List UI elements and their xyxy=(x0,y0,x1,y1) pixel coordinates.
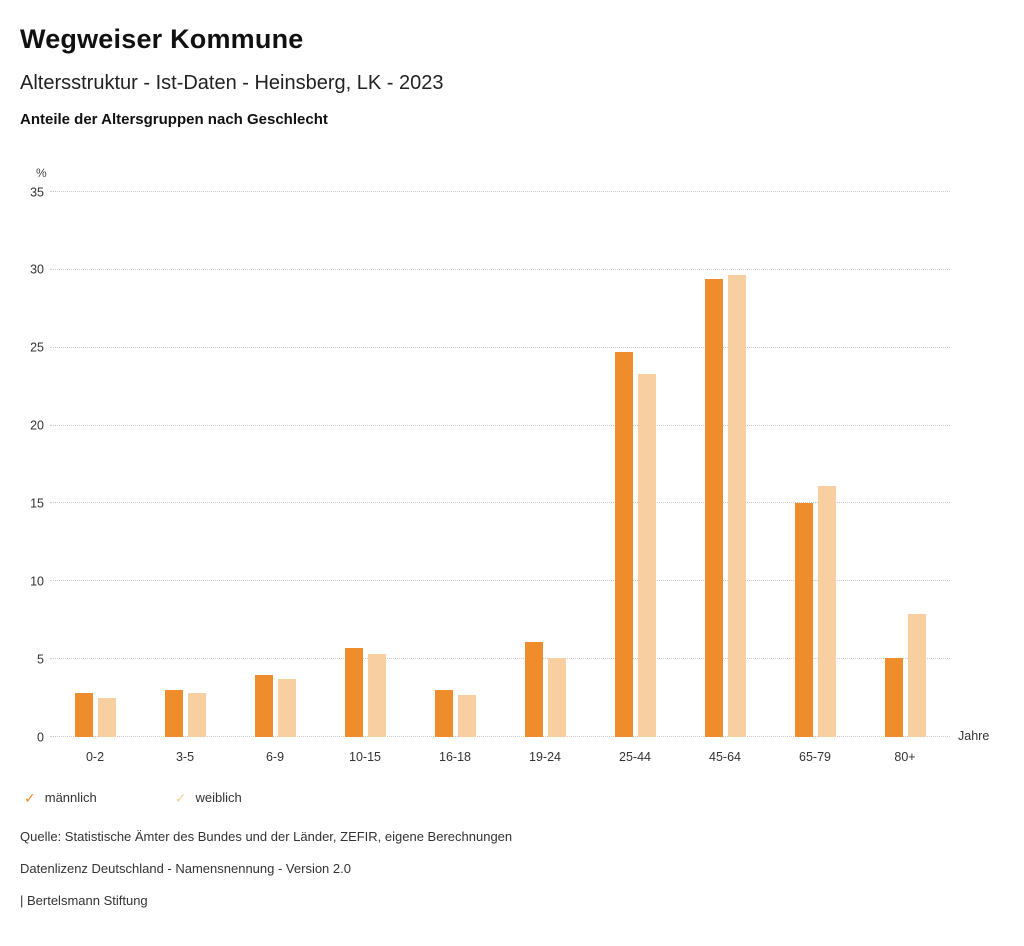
bar-group xyxy=(230,192,320,737)
gridline xyxy=(50,346,950,348)
x-tick-label: 10-15 xyxy=(349,750,381,764)
bar-weiblich xyxy=(817,486,836,737)
bar-weiblich xyxy=(727,274,746,737)
footer: Quelle: Statistische Ämter des Bundes un… xyxy=(20,829,1004,908)
bar-weiblich xyxy=(907,614,926,737)
chart-title: Altersstruktur - Ist-Daten - Heinsberg, … xyxy=(20,72,444,94)
gridline xyxy=(50,658,950,660)
y-tick-label: 30 xyxy=(30,262,44,277)
x-tick-label: 80+ xyxy=(894,750,916,764)
page-title: Wegweiser Kommune xyxy=(20,24,304,54)
bar-männlich xyxy=(74,693,93,737)
bar-group xyxy=(590,192,680,737)
bar-groups xyxy=(50,192,950,737)
bar-group xyxy=(410,192,500,737)
bar-group xyxy=(50,192,140,737)
check-icon: ✓ xyxy=(24,789,36,806)
bar-weiblich xyxy=(187,693,206,737)
x-tick-label: 65-79 xyxy=(799,750,831,764)
y-tick-label: 15 xyxy=(30,496,44,511)
bar-männlich xyxy=(884,657,903,737)
legend-item-weiblich[interactable]: ✓ weiblich xyxy=(175,790,242,805)
y-tick-label: 20 xyxy=(30,418,44,433)
y-tick-label: 10 xyxy=(30,574,44,589)
bar-männlich xyxy=(434,690,453,737)
legend-label: männlich xyxy=(44,790,97,805)
y-tick-label: 0 xyxy=(37,729,44,744)
gridline xyxy=(50,502,950,504)
gridline xyxy=(50,268,950,270)
attribution-line: | Bertelsmann Stiftung xyxy=(20,893,148,908)
x-tick-label: 19-24 xyxy=(529,750,561,764)
bar-männlich xyxy=(614,352,633,737)
bar-weiblich xyxy=(97,698,116,737)
page: Wegweiser Kommune Altersstruktur - Ist-D… xyxy=(20,24,1004,908)
bar-group xyxy=(680,192,770,737)
legend-label: weiblich xyxy=(195,790,242,805)
bar-group xyxy=(320,192,410,737)
legend-item-männlich[interactable]: ✓ männlich xyxy=(24,790,97,805)
x-axis-labels: 0-2 3-5 6-9 10-15 16-18 19-24 25-44 45-64 65-79 8… xyxy=(50,737,950,764)
bar-männlich xyxy=(164,690,183,737)
bar-männlich xyxy=(794,503,813,737)
bar-group xyxy=(140,192,230,737)
bar-männlich xyxy=(704,279,723,737)
gridline xyxy=(50,191,950,192)
source-line: Quelle: Statistische Ämter des Bundes un… xyxy=(20,829,513,844)
y-tick-label: 25 xyxy=(30,340,44,355)
gridline xyxy=(50,424,950,426)
gridline xyxy=(50,736,950,737)
bar-weiblich xyxy=(637,374,656,737)
bar-weiblich xyxy=(457,694,476,737)
bar-männlich xyxy=(524,642,543,737)
y-tick-label: 5 xyxy=(37,651,44,666)
gridline xyxy=(50,580,950,582)
x-tick-label: 45-64 xyxy=(709,750,741,764)
bar-weiblich xyxy=(547,657,566,737)
legend: ✓ männlich ✓ weiblich xyxy=(24,790,1004,805)
bar-weiblich xyxy=(367,654,386,737)
bar-group xyxy=(500,192,590,737)
bar-group xyxy=(770,192,860,737)
bar-männlich xyxy=(344,648,363,737)
x-axis-unit-label: Jahre xyxy=(958,729,990,743)
x-tick-label: 6-9 xyxy=(265,750,285,764)
chart-subtitle: Anteile der Altersgruppen nach Geschlech… xyxy=(20,111,328,128)
bar-group xyxy=(860,192,950,737)
plot-area: Jahre 0 5 10 15 20 25 30 35 xyxy=(30,186,989,743)
bar-weiblich xyxy=(277,679,296,737)
x-tick-label: 3-5 xyxy=(175,750,195,764)
x-tick-label: 16-18 xyxy=(439,750,471,764)
x-tick-label: 0-2 xyxy=(85,750,105,764)
bar-chart: % Jahre 0 5 10 15 20 25 30 35 0-2 3-5 6-9 10-15 16-… xyxy=(20,166,1004,764)
x-tick-label: 25-44 xyxy=(619,750,651,764)
check-icon: ✓ xyxy=(174,789,187,806)
y-axis-unit-label: % xyxy=(36,166,47,180)
y-tick-label: 35 xyxy=(30,184,44,199)
bar-männlich xyxy=(254,674,273,737)
license-line: Datenlizenz Deutschland - Namensnennung … xyxy=(20,861,351,876)
